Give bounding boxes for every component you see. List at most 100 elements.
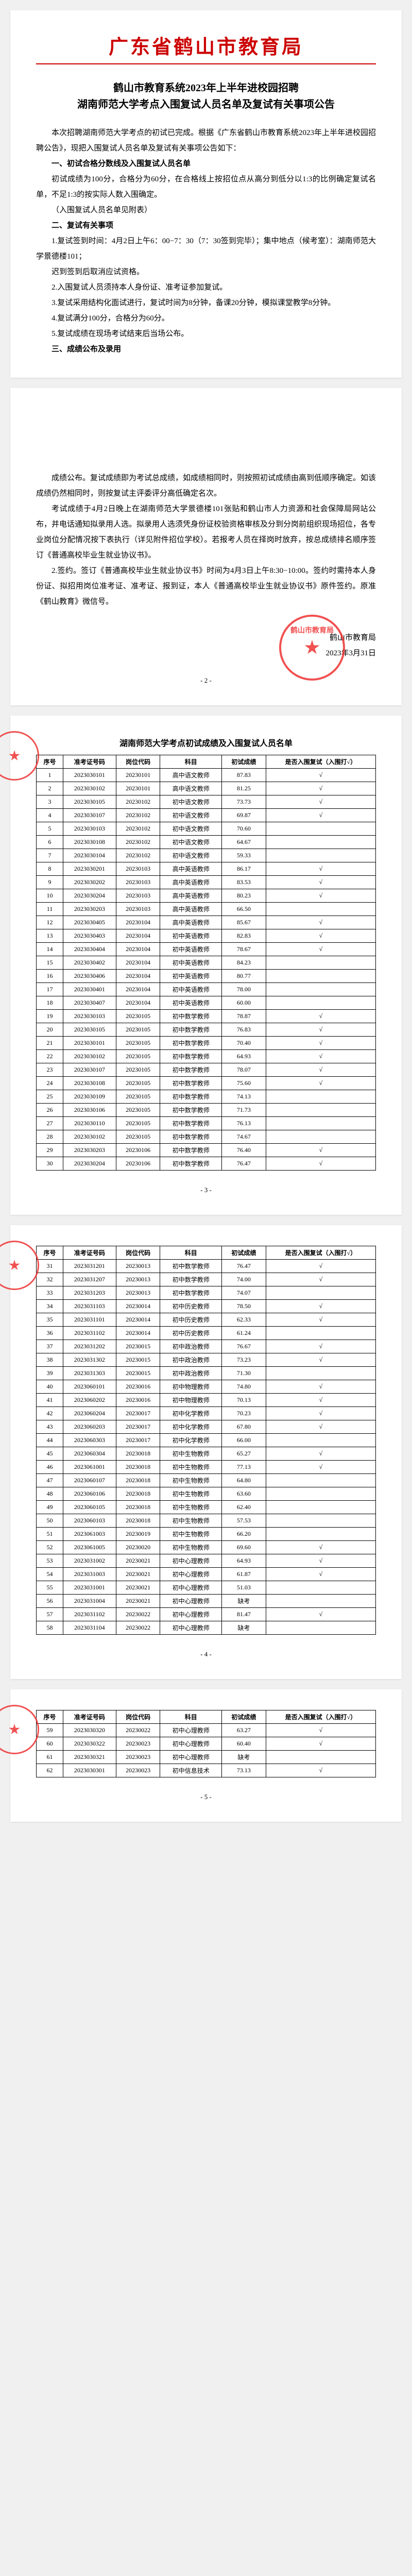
table-cell: 57.53 — [222, 1514, 266, 1528]
table-cell: √ — [266, 1554, 375, 1568]
table-cell: 初中生物教师 — [160, 1474, 222, 1487]
table-cell: 2023031303 — [63, 1367, 116, 1380]
table-cell: 2023030105 — [63, 795, 116, 809]
table-cell: 2023031001 — [63, 1581, 116, 1595]
table-cell: 32 — [37, 1273, 63, 1286]
table-cell: 13 — [37, 929, 63, 943]
table-row: 49202306010520230018初中生物教师62.40 — [37, 1501, 376, 1514]
table-cell: 初中心理教师 — [160, 1621, 222, 1635]
table-row: 17202303040120230104初中英语教师78.00 — [37, 983, 376, 996]
table-cell: √ — [266, 1063, 375, 1077]
table-row: 41202306020220230016初中物理教师70.13√ — [37, 1394, 376, 1407]
table-cell: 20 — [37, 1023, 63, 1037]
table-cell — [266, 1104, 375, 1117]
table-cell — [266, 956, 375, 970]
table-cell: 23 — [37, 1063, 63, 1077]
table-cell: 44 — [37, 1434, 63, 1447]
table-cell: 2023031203 — [63, 1286, 116, 1300]
table-cell: 20230103 — [116, 903, 160, 916]
table-header-cell: 准考证号码 — [63, 755, 116, 769]
table-cell: 初中生物教师 — [160, 1487, 222, 1501]
table-cell: 21 — [37, 1037, 63, 1050]
table-cell: √ — [266, 876, 375, 889]
table-cell: 2023030103 — [63, 1010, 116, 1023]
table-header-cell: 初试成绩 — [222, 755, 266, 769]
table-cell: 初中心理教师 — [160, 1568, 222, 1581]
table-cell: 73.13 — [222, 1764, 266, 1777]
table-cell — [266, 836, 375, 849]
table-cell — [266, 1286, 375, 1300]
table-cell: 2023060202 — [63, 1394, 116, 1407]
table-cell: 1 — [37, 769, 63, 782]
table-cell: 高中语文教师 — [160, 769, 222, 782]
table-cell: 74.67 — [222, 1130, 266, 1144]
table-cell: 20230105 — [116, 1010, 160, 1023]
table-cell: 初中数学教师 — [160, 1050, 222, 1063]
table-cell: 2 — [37, 782, 63, 795]
table-cell: 20230018 — [116, 1474, 160, 1487]
table-cell: 2023031104 — [63, 1621, 116, 1635]
sec3-head: 三、成绩公布及录用 — [36, 342, 376, 357]
table-cell: √ — [266, 1157, 375, 1171]
doc-title: 鹤山市教育系统2023年上半年进校园招聘 湖南师范大学考点入围复试人员名单及复试… — [36, 80, 376, 113]
table-cell: 2023030203 — [63, 1144, 116, 1157]
table-cell: 20230105 — [116, 1130, 160, 1144]
table-cell: 初中英语教师 — [160, 956, 222, 970]
table-header-cell: 序号 — [37, 755, 63, 769]
table-cell: 50 — [37, 1514, 63, 1528]
table-cell: 2023030104 — [63, 849, 116, 862]
table-cell — [266, 1117, 375, 1130]
table-cell: 2023031002 — [63, 1554, 116, 1568]
table-cell: √ — [266, 1764, 375, 1777]
table-cell: 2023030102 — [63, 1050, 116, 1063]
table-cell: 初中语文教师 — [160, 836, 222, 849]
table-cell: 初中化学教师 — [160, 1434, 222, 1447]
table-cell: 64.67 — [222, 836, 266, 849]
table-row: 42202306020420230017初中化学教师70.23√ — [37, 1407, 376, 1420]
table-cell: 70.40 — [222, 1037, 266, 1050]
table-row: 38202303130220230015初中政治教师73.23√ — [37, 1353, 376, 1367]
table-cell: 66.20 — [222, 1528, 266, 1541]
table-cell: 60.00 — [222, 996, 266, 1010]
table-cell: 20230106 — [116, 1144, 160, 1157]
table-cell: 2023060204 — [63, 1407, 116, 1420]
table-row: 55202303100120230021初中心理教师51.03 — [37, 1581, 376, 1595]
table-cell: 20230018 — [116, 1447, 160, 1461]
table-cell: 20230015 — [116, 1340, 160, 1353]
table-cell: 87.83 — [222, 769, 266, 782]
table-cell: 49 — [37, 1501, 63, 1514]
table-cell: 20230022 — [116, 1724, 160, 1737]
table-cell: 20230104 — [116, 929, 160, 943]
table-cell: 58 — [37, 1621, 63, 1635]
table-cell: 初中心理教师 — [160, 1737, 222, 1751]
table-header-cell: 科目 — [160, 755, 222, 769]
table-row: 24202303010820230105初中数学教师75.60√ — [37, 1077, 376, 1090]
table-cell: 54 — [37, 1568, 63, 1581]
table-cell: 初中心理教师 — [160, 1724, 222, 1737]
body-text-1: 本次招聘湖南师范大学考点的初试已完成。根据《广东省鹤山市教育系统2023年上半年… — [36, 125, 376, 357]
table-row: 25202303010920230105初中数学教师74.13 — [37, 1090, 376, 1104]
table-row: 32202303120720230013初中数学教师74.00√ — [37, 1273, 376, 1286]
table-row: 39202303130320230015初中政治教师71.30 — [37, 1367, 376, 1380]
table-cell: 2023030102 — [63, 782, 116, 795]
table-header-cell: 岗位代码 — [116, 755, 160, 769]
table-cell: √ — [266, 929, 375, 943]
table-row: 30202303020420230106初中数学教师76.47√ — [37, 1157, 376, 1171]
page-number-4: - 4 - — [36, 1650, 376, 1658]
table-cell: 初中化学教师 — [160, 1407, 222, 1420]
body-text-2: 成绩公布。复试成绩即为考试总成绩，如成绩相同时，则按照初试成绩由高到低顺序确定。… — [36, 470, 376, 609]
table-row: 27202303011020230105初中数学教师76.13 — [37, 1117, 376, 1130]
page-2: 成绩公布。复试成绩即为考试总成绩，如成绩相同时，则按照初试成绩由高到低顺序确定。… — [10, 388, 402, 705]
table-cell: √ — [266, 782, 375, 795]
table-cell: 初中数学教师 — [160, 1117, 222, 1130]
table-row: 2202303010220230101高中语文教师81.25√ — [37, 782, 376, 795]
table-cell: 60.40 — [222, 1737, 266, 1751]
table-row: 1202303010120230101高中语文教师87.83√ — [37, 769, 376, 782]
header-rule — [36, 63, 376, 64]
page-3: 湖南师范大学考点初试成绩及入围复试人员名单 序号准考证号码岗位代码科目初试成绩是… — [10, 716, 402, 1215]
table-row: 9202303020220230103高中英语教师83.53√ — [37, 876, 376, 889]
table-cell: 2023030401 — [63, 983, 116, 996]
table-cell: √ — [266, 1568, 375, 1581]
table-cell: 2023031004 — [63, 1595, 116, 1608]
table-cell: 66.00 — [222, 1434, 266, 1447]
